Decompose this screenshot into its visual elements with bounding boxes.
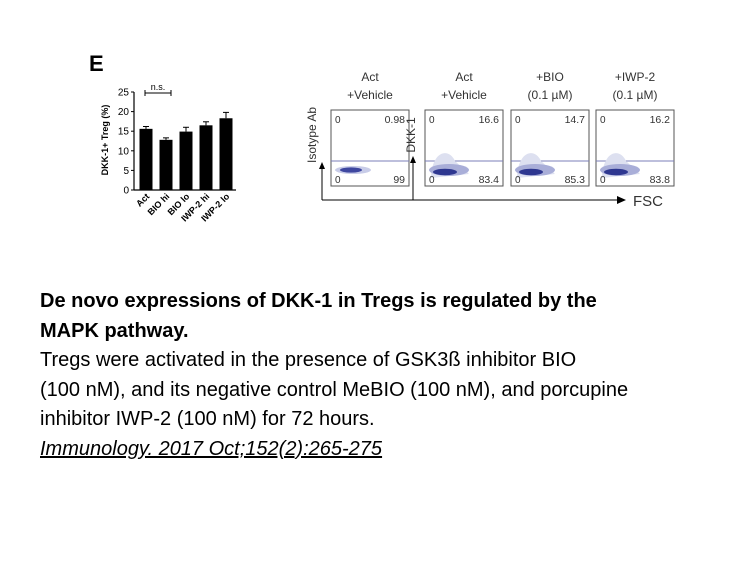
quadrant-zero-top: 0 — [600, 115, 606, 126]
quadrant-zero-bottom: 0 — [335, 175, 341, 186]
quadrant-value-bottom: 83.4 — [479, 174, 500, 186]
quadrant-value-top: 16.2 — [650, 114, 671, 126]
quadrant-value-top: 0.98 — [385, 114, 406, 126]
panel-title-line-2: +Vehicle — [441, 88, 487, 102]
figure-caption: De novo expressions of DKK-1 in Tregs is… — [40, 287, 756, 464]
bar — [199, 125, 213, 190]
cell-population — [515, 153, 555, 178]
quadrant-zero-top: 0 — [429, 115, 435, 126]
bar — [179, 131, 193, 190]
bar — [159, 139, 173, 190]
caption-title-line-2: MAPK pathway. — [40, 319, 189, 342]
quadrant-zero-top: 0 — [335, 115, 341, 126]
quadrant-zero-bottom: 0 — [600, 175, 606, 186]
citation-link[interactable]: Immunology. 2017 Oct;152(2):265-275 — [40, 437, 383, 460]
caption-body-line-1: Tregs were activated in the presence of … — [40, 349, 577, 371]
density-core — [604, 168, 628, 176]
dkk1-axis-label: DKK-1 — [404, 117, 418, 153]
bar-marks — [139, 111, 233, 190]
caption-body-line-2: (100 nM), and its negative control MeBIO… — [40, 378, 629, 401]
y-axis-label: DKK-1+ Treg (%) — [100, 105, 110, 176]
y-tick-label: 20 — [118, 107, 130, 118]
quadrant-value-top: 16.6 — [479, 114, 500, 126]
density-core — [519, 168, 543, 176]
panel-title-line-1: +BIO — [536, 70, 564, 84]
panel-title-line-1: Act — [455, 70, 473, 84]
panel-title-line-2: (0.1 µM) — [613, 88, 658, 102]
isotype-axis-arrow — [319, 162, 325, 169]
panel-title-line-1: +IWP-2 — [615, 70, 656, 84]
bar — [139, 128, 153, 190]
caption-title-line-1: De novo expressions of DKK-1 in Tregs is… — [40, 290, 597, 312]
dkk1-axis-arrow — [410, 156, 416, 163]
flow-panel: Act +Vehicle 0 16.6 0 83.4 — [424, 70, 504, 187]
fsc-axis-label: FSC — [633, 193, 663, 210]
flow-panel: Act +Vehicle 0 0.98 0 99 — [330, 70, 410, 187]
caption-title: De novo expressions of DKK-1 in Tregs is… — [40, 287, 756, 346]
quadrant-value-top: 14.7 — [565, 114, 586, 126]
y-tick-label: 25 — [118, 88, 130, 99]
cell-population — [600, 153, 640, 178]
quadrant-value-bottom: 85.3 — [565, 174, 586, 186]
y-tick-label: 15 — [118, 127, 130, 138]
y-tick-label: 10 — [118, 146, 130, 157]
cell-population — [429, 153, 469, 178]
flow-panel: +IWP-2 (0.1 µM) 0 16.2 0 83.8 — [595, 70, 675, 187]
panel-title-line-2: +Vehicle — [347, 88, 393, 102]
panel-title-line-1: Act — [361, 70, 379, 84]
density-core — [340, 167, 362, 173]
caption-body: Tregs were activated in the presence of … — [40, 346, 756, 464]
quadrant-zero-bottom: 0 — [515, 175, 521, 186]
bar — [219, 118, 233, 190]
flow-panel: +BIO (0.1 µM) 0 14.7 0 85.3 — [510, 70, 590, 187]
isotype-axis-label: Isotype Ab — [305, 107, 319, 163]
quadrant-value-bottom: 99 — [393, 174, 405, 186]
quadrant-value-bottom: 83.8 — [650, 174, 671, 186]
panel-title-line-2: (0.1 µM) — [528, 88, 573, 102]
significance-annotation: n.s. — [151, 82, 166, 92]
flow-cytometry-panels: Act +Vehicle 0 0.98 0 99 Act +Vehicle 0 16.6 0 83.4… — [330, 70, 675, 187]
fsc-axis-arrow — [617, 196, 626, 204]
y-tick-label: 5 — [123, 166, 129, 177]
caption-body-line-3: inhibitor IWP-2 (100 nM) for 72 hours. — [40, 408, 375, 430]
quadrant-zero-top: 0 — [515, 115, 521, 126]
y-tick-label: 0 — [123, 186, 129, 197]
density-core — [433, 168, 457, 176]
panel-label: E — [89, 51, 104, 76]
cell-population — [335, 166, 371, 174]
y-axis: 0 5 10 15 20 25 — [118, 88, 236, 197]
quadrant-zero-bottom: 0 — [429, 175, 435, 186]
